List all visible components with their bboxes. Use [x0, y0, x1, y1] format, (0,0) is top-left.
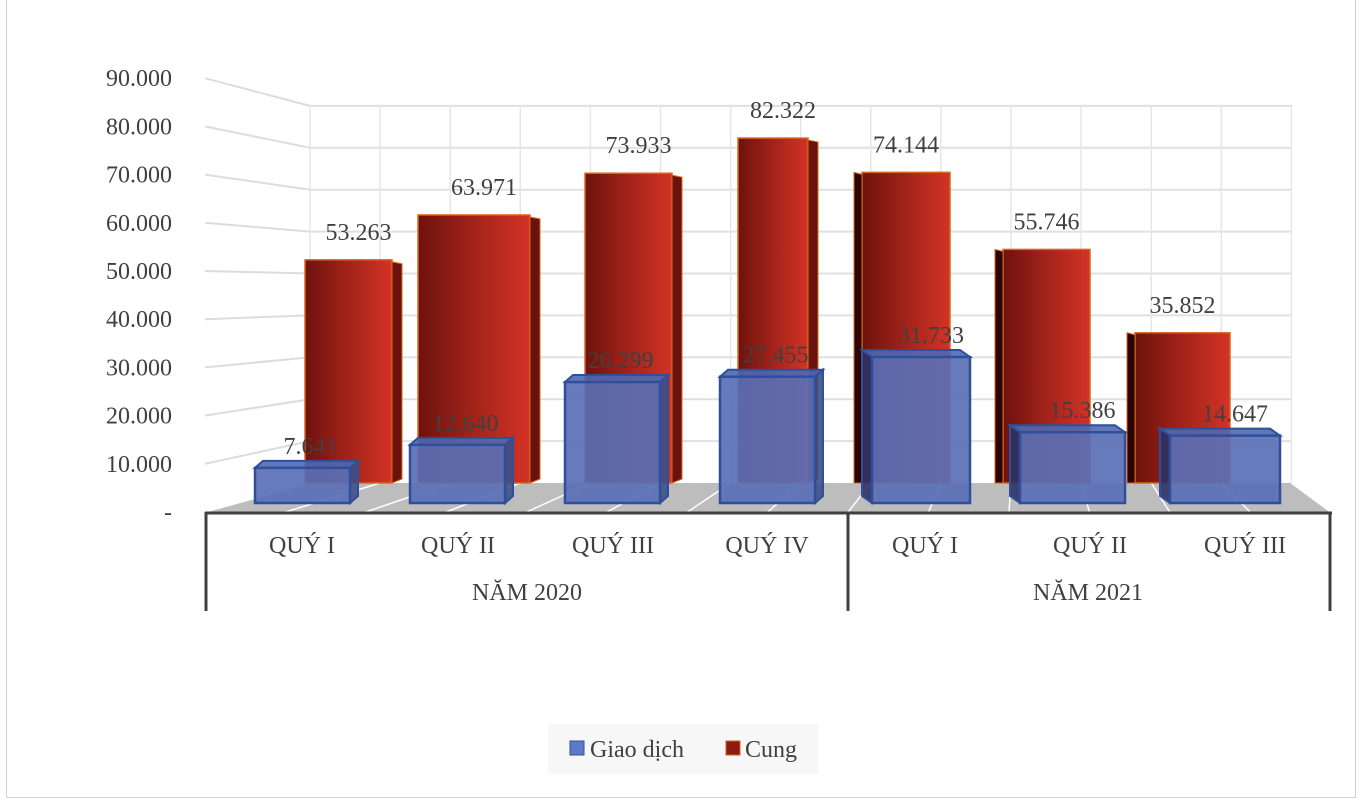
bar-giao-dich-side [861, 348, 873, 505]
x-category-label: QUÝ II [1053, 533, 1127, 559]
legend: Giao dịch Cung [548, 724, 818, 774]
floor-gridline [1290, 482, 1332, 513]
gridline-side [204, 356, 311, 369]
legend-swatch-giao-dich [569, 740, 585, 756]
data-label-giao-dich: 15.386 [1050, 398, 1116, 424]
x-category-label: QUÝ III [1204, 533, 1286, 559]
gridline-side [204, 221, 311, 233]
x-category-label: QUÝ III [572, 533, 654, 559]
bar-cung-side [529, 216, 541, 484]
y-tick-label: 20.000 [106, 404, 172, 430]
gridline-side [204, 314, 311, 321]
x-category-label: QUÝ IV [725, 533, 809, 559]
data-label-cung: 74.144 [873, 132, 939, 158]
gridline-side [204, 398, 311, 417]
data-label-cung: 35.852 [1150, 293, 1216, 319]
x-group-label: NĂM 2020 [472, 580, 582, 606]
y-tick-label: 10.000 [106, 452, 172, 478]
bar-cung-side [391, 261, 403, 484]
gridline-side [204, 270, 311, 275]
bar-giao-dich-side [1009, 423, 1021, 505]
y-tick-label: 90.000 [106, 66, 172, 92]
x-category-label: QUÝ I [269, 533, 335, 559]
y-tick-label: 40.000 [106, 307, 172, 333]
data-label-cung: 53.263 [326, 220, 392, 246]
bar-giao-dich [563, 380, 662, 505]
bar-cung [304, 259, 393, 484]
bar-giao-dich [253, 466, 352, 505]
bar-cung-side [1126, 332, 1136, 484]
legend-label-giao-dich: Giao dịch [590, 737, 684, 763]
data-label-cung: 55.746 [1014, 209, 1080, 235]
data-label-giao-dich: 7.641 [284, 434, 338, 460]
data-label-giao-dich: 27.455 [743, 343, 809, 369]
x-category-label: QUÝ II [421, 533, 495, 559]
bar-cung-side [994, 248, 1004, 484]
data-label-giao-dich: 31.733 [898, 323, 964, 349]
bar-giao-dich-side [1159, 426, 1171, 505]
y-tick-label: - [164, 500, 172, 526]
x-category-label: QUÝ I [892, 533, 958, 559]
bar-giao-dich [870, 355, 972, 505]
bar-cung-side [853, 171, 863, 484]
gridline-side [204, 77, 311, 107]
y-tick-label: 80.000 [106, 114, 172, 140]
bar-giao-dich [718, 375, 817, 505]
data-label-cung: 82.322 [750, 98, 816, 124]
y-tick-label: 50.000 [106, 259, 172, 285]
y-tick-label: 60.000 [106, 211, 172, 237]
data-label-giao-dich: 26.299 [588, 348, 654, 374]
bar-giao-dich [1168, 434, 1282, 505]
data-label-giao-dich: 12.640 [433, 411, 499, 437]
bar-cung-side [671, 174, 683, 484]
legend-swatch-cung [725, 740, 741, 756]
x-group-label: NĂM 2021 [1033, 580, 1143, 606]
y-tick-label: 30.000 [106, 355, 172, 381]
y-tick-label: 70.000 [106, 163, 172, 189]
gridline-side [204, 125, 311, 149]
legend-label-cung: Cung [745, 737, 797, 763]
gridline-side [204, 440, 311, 465]
data-label-giao-dich: 14.647 [1202, 402, 1268, 428]
data-label-cung: 73.933 [606, 133, 672, 159]
gridline-side [204, 173, 311, 191]
bar-giao-dich [1018, 430, 1127, 505]
data-label-cung: 63.971 [451, 175, 517, 201]
bar-giao-dich [408, 443, 507, 505]
